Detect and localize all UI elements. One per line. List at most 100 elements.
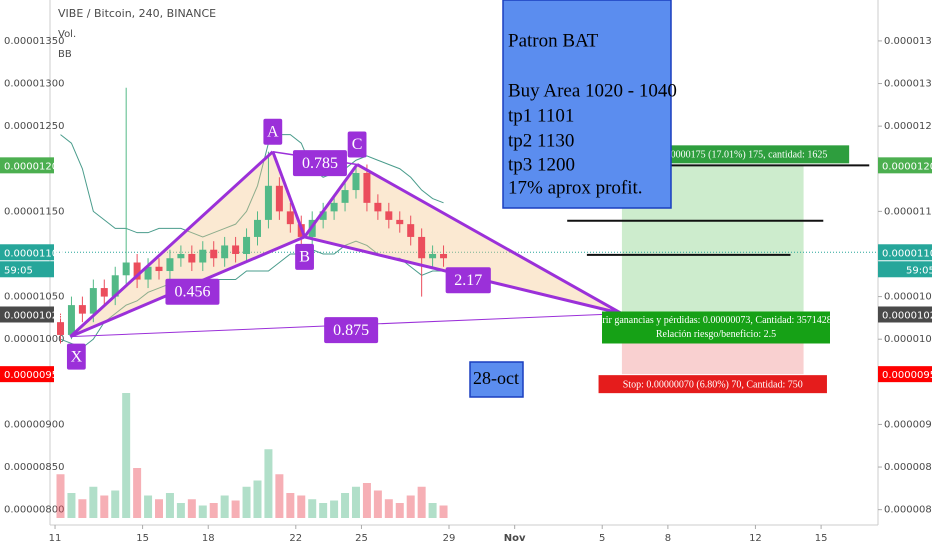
x-tick-label: 15	[815, 533, 828, 544]
target-label-bg	[636, 145, 850, 164]
y-tick-label: 0.00000800	[4, 505, 64, 516]
candle-body	[440, 253, 448, 259]
volume-bar	[242, 486, 251, 518]
target-label-text: 0.00000175 (17.01%) 175, cantidad: 1625	[658, 150, 827, 161]
x-tick-label: Nov	[504, 533, 526, 544]
ratio-label-bg	[292, 150, 347, 177]
y-tick-label: 0.00001250	[884, 121, 932, 132]
note-line: tp2 1130	[508, 130, 574, 151]
candle-body	[221, 245, 229, 259]
pattern-leg	[356, 163, 623, 315]
pattern-leg	[303, 163, 359, 238]
point-label-bg	[263, 118, 283, 145]
x-tick-label: 5	[599, 533, 605, 544]
countdown: 59:05	[906, 265, 932, 276]
volume-bar	[395, 503, 404, 518]
volume-bar	[133, 468, 142, 518]
ratio-label-bg	[324, 317, 379, 344]
price-tag-label: 0.00001204	[882, 161, 932, 172]
candle-body	[210, 249, 218, 259]
point-label-text: C	[352, 136, 363, 153]
ratio-label-bg	[445, 267, 491, 294]
volume-bar	[373, 490, 382, 518]
pattern-fill	[304, 164, 622, 314]
y-tick-label: 0.00001350	[884, 36, 932, 47]
price-tag-label: 0.00000959	[4, 370, 64, 381]
candle-body	[319, 211, 327, 220]
ratio-label: 0.875	[324, 317, 379, 344]
x-tick-label: 18	[202, 533, 215, 544]
note-box-bg	[502, 0, 672, 209]
candle-body	[243, 236, 251, 254]
price-tag-label: 0.00000959	[882, 370, 932, 381]
point-label: C	[347, 131, 367, 158]
indicator-label: Vol.	[58, 29, 76, 40]
volume-bar	[100, 495, 109, 518]
candle-body	[374, 202, 382, 212]
note-line: Buy Area 1020 - 1040	[508, 80, 677, 101]
candle-body	[363, 173, 371, 203]
price-tag	[0, 306, 54, 323]
candle-body	[352, 173, 360, 191]
candle-body	[78, 305, 86, 314]
volume-bar	[428, 503, 437, 518]
y-tick-label: 0.00001050	[884, 292, 932, 303]
volume-bar	[351, 486, 360, 518]
point-label: X	[66, 343, 86, 370]
volume-bar	[111, 490, 120, 518]
volume-bar	[165, 493, 174, 518]
volume-bar	[187, 499, 196, 518]
volume-bar	[176, 503, 185, 518]
volume-bar	[275, 474, 284, 518]
ratio-label-text: 0.456	[174, 283, 210, 300]
pnl-label: Abrir ganancias y pérdidas: 0.00000073, …	[590, 311, 842, 344]
ratio-label: 2.17	[445, 267, 491, 294]
price-tag-label: 0.00001029	[4, 310, 64, 321]
x-tick-label: 8	[665, 533, 671, 544]
stop-label-bg	[598, 375, 827, 394]
ratio-text: Relación riesgo/beneficio: 2.5	[656, 329, 776, 340]
x-tick-label: 25	[355, 533, 368, 544]
price-tag	[878, 366, 932, 383]
candle-body	[396, 219, 404, 225]
price-tag-label: 0.00001029	[882, 310, 932, 321]
price-tag-label: 0.00001102	[882, 248, 932, 259]
note-line: Patron BAT	[508, 30, 599, 51]
volume-bar	[330, 500, 339, 518]
volume-bar	[308, 499, 317, 518]
ratio-label-text: 2.17	[454, 272, 482, 289]
y-tick-label: 0.00001350	[4, 36, 64, 47]
candle-body	[166, 258, 174, 272]
price-tag	[878, 244, 932, 261]
y-tick-label: 0.00001250	[4, 121, 64, 132]
y-tick-label: 0.00001050	[4, 292, 64, 303]
candle-body	[155, 266, 163, 272]
candle-body	[177, 253, 185, 259]
point-label-text: X	[71, 348, 83, 365]
volume-bar	[154, 499, 163, 518]
date-box-bg	[469, 361, 524, 398]
volume-bar	[144, 495, 153, 518]
price-tag-label: 0.00001102	[4, 248, 64, 259]
pnl-label-text: Abrir ganancias y pérdidas: 0.00000073, …	[590, 315, 842, 326]
candle-body	[89, 288, 97, 314]
price-tag	[878, 157, 932, 174]
point-label-bg	[295, 243, 314, 270]
stop-label-text: Stop: 0.00000070 (6.80%) 70, Cantidad: 7…	[623, 379, 803, 390]
volume-bar	[319, 503, 328, 518]
candle-body	[67, 305, 75, 335]
y-tick-label: 0.00000900	[4, 419, 64, 430]
volume-bar	[67, 493, 76, 518]
y-tick-label: 0.00001150	[884, 206, 932, 217]
volume-bar	[122, 393, 131, 518]
volume-bar	[384, 499, 393, 518]
y-tick-label: 0.00001300	[884, 79, 932, 90]
price-tag-label: 0.00001204	[4, 161, 64, 172]
ratio-label-text: 0.875	[333, 322, 369, 339]
candle-body	[199, 249, 207, 263]
volume-bar	[78, 499, 87, 518]
point-label-text: A	[267, 123, 279, 140]
volume-bar	[209, 503, 218, 518]
candle-body	[341, 190, 349, 203]
